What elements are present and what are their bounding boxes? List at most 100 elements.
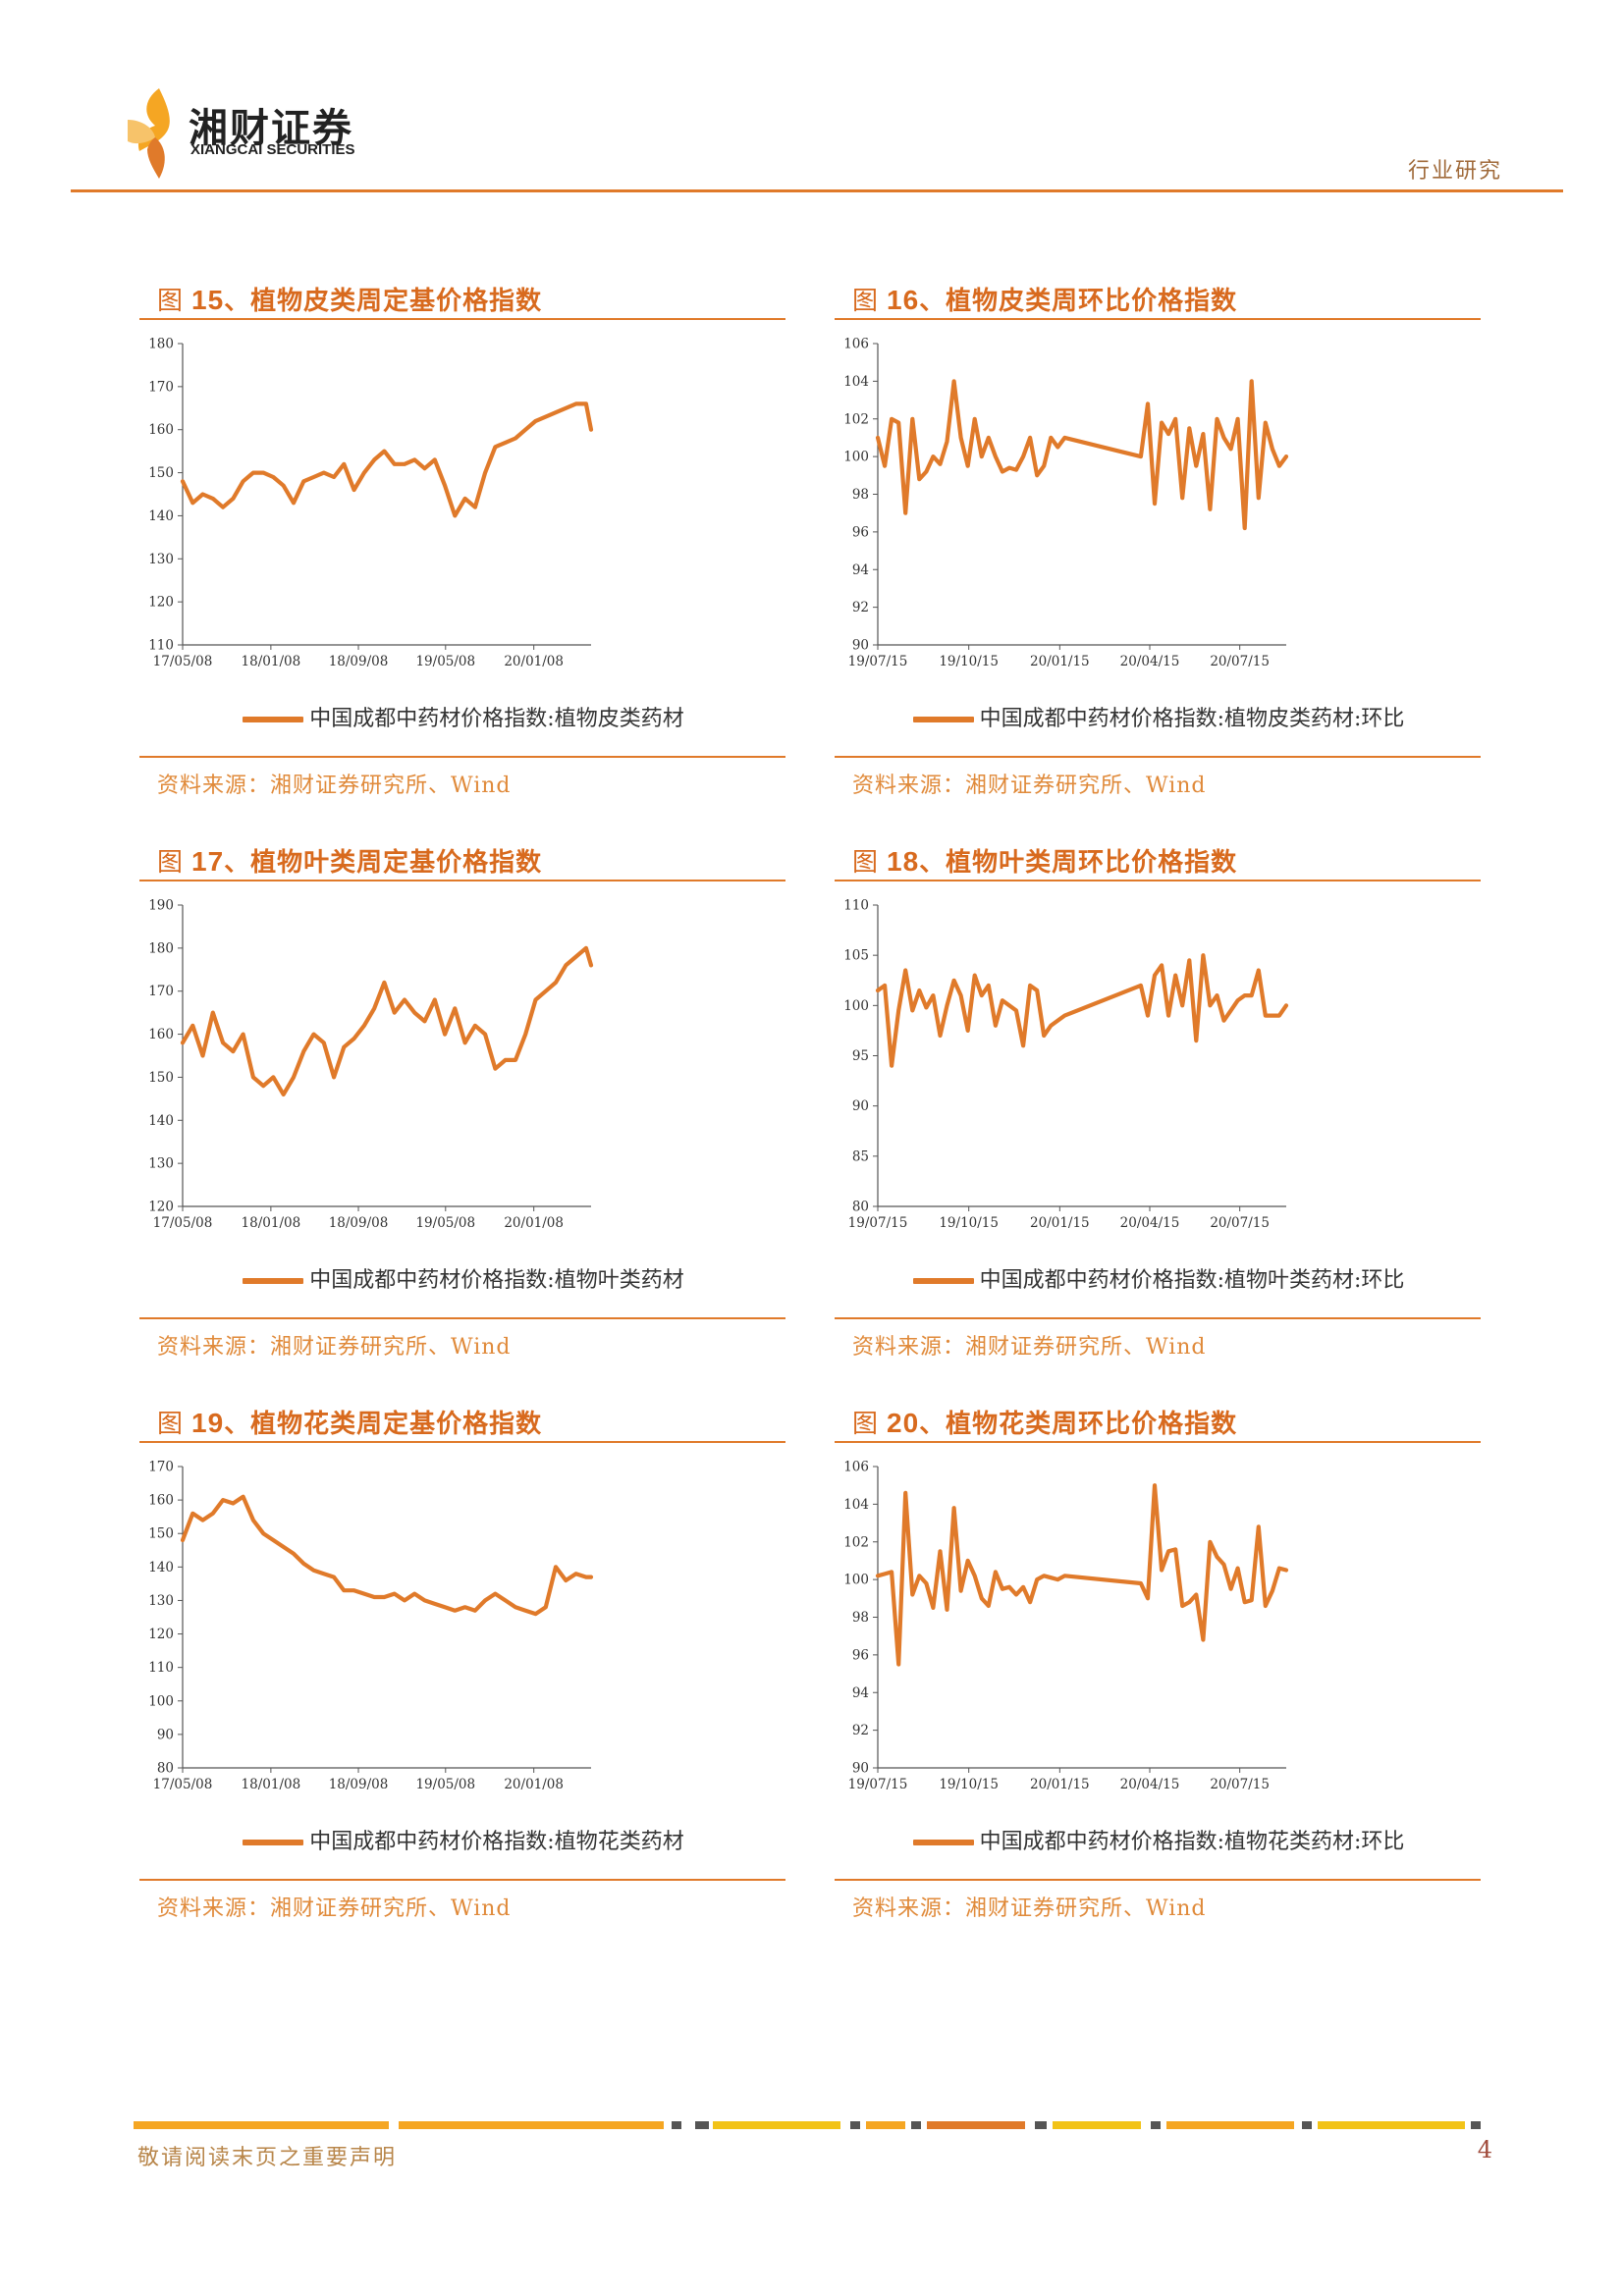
legend-line-swatch (243, 1840, 304, 1845)
y-tick-label: 100 (843, 1573, 869, 1588)
x-tick-label: 20/04/15 (1120, 1777, 1180, 1792)
footer-divider (139, 756, 785, 758)
line-chart-17: 120 130 140 150 160 170 180 190 17/05/08 18/01/08… (148, 898, 594, 1231)
y-tick-label: 170 (148, 1460, 174, 1475)
line-chart-15: 110 120 130 140 150 160 170 180 17/05/08 18/01/08… (148, 337, 594, 669)
y-tick-label: 106 (843, 1460, 869, 1475)
x-tick-label: 20/07/15 (1210, 654, 1270, 669)
footer-decorative-bar (134, 2121, 1481, 2129)
x-tick-label: 18/09/08 (329, 1777, 389, 1792)
figure-title: 图 20、植物花类周环比价格指数 (852, 1404, 1237, 1440)
figure-prefix: 图 (157, 1410, 185, 1439)
y-tick-label: 150 (148, 1070, 174, 1086)
y-tick-label: 104 (843, 1497, 869, 1513)
footer-divider (835, 1317, 1481, 1319)
y-tick-label: 160 (148, 1493, 174, 1509)
source-note: 资料来源：湘财证券研究所、Wind (852, 1335, 1207, 1360)
y-tick-label: 98 (852, 1610, 869, 1626)
y-tick-label: 92 (852, 1723, 869, 1738)
x-tick-label: 20/01/15 (1030, 654, 1090, 669)
line-chart-20: 90 92 94 96 98 100 102 104 106 19/07/15 19/10/15 20… (843, 1460, 1289, 1792)
x-tick-label: 19/10/15 (939, 654, 999, 669)
chart-legend: 中国成都中药材价格指数:植物皮类药材:环比 (835, 701, 1483, 732)
y-tick-label: 170 (148, 984, 174, 999)
y-tick-label: 94 (852, 562, 869, 578)
y-tick-label: 90 (852, 1761, 869, 1777)
x-tick-label: 20/01/08 (504, 654, 564, 669)
y-tick-label: 150 (148, 1526, 174, 1542)
source-note: 资料来源：湘财证券研究所、Wind (852, 774, 1207, 798)
logo-chinese-name: 湘财证券 (189, 106, 353, 151)
figure-title: 图 17、植物叶类周定基价格指数 (157, 842, 542, 879)
figure-19: 图 19、植物花类周定基价格指数 80 90 100 110 120 130 140 150 16… (139, 1400, 787, 1921)
figure-16: 图 16、植物皮类周环比价格指数 90 92 94 96 98 100 102 104 106 19… (835, 277, 1483, 798)
figure-title-text: 、植物花类周环比价格指数 (919, 1410, 1238, 1439)
x-tick-label: 19/07/15 (848, 654, 908, 669)
title-divider (835, 1441, 1481, 1443)
header-divider (71, 189, 1563, 192)
disclaimer-note: 敬请阅读末页之重要声明 (137, 2146, 398, 2170)
x-tick-label: 20/07/15 (1210, 1215, 1270, 1231)
y-tick-label: 100 (148, 1693, 174, 1709)
y-tick-label: 140 (148, 1560, 174, 1575)
x-tick-label: 19/07/15 (848, 1215, 908, 1231)
line-chart-19: 80 90 100 110 120 130 140 150 160 170 17/05/08 18/0… (148, 1460, 594, 1792)
y-tick-label: 90 (852, 638, 869, 654)
figure-number: 18 (887, 846, 920, 877)
y-tick-label: 80 (852, 1200, 869, 1215)
figure-number: 17 (191, 846, 225, 877)
figure-title-text: 、植物叶类周环比价格指数 (919, 848, 1238, 878)
series-line (180, 401, 594, 518)
y-tick-label: 110 (148, 638, 174, 654)
y-tick-label: 130 (148, 1156, 174, 1172)
y-tick-label: 85 (852, 1148, 869, 1164)
logo-mark-icon (128, 88, 170, 179)
y-tick-label: 102 (843, 1534, 869, 1550)
figure-title-text: 、植物皮类周定基价格指数 (224, 287, 543, 316)
y-tick-label: 98 (852, 487, 869, 503)
source-note: 资料来源：湘财证券研究所、Wind (157, 1896, 512, 1921)
y-tick-label: 170 (148, 379, 174, 395)
page-number: 4 (1477, 2136, 1492, 2163)
title-divider (139, 1441, 785, 1443)
x-tick-label: 19/10/15 (939, 1215, 999, 1231)
figure-20: 图 20、植物花类周环比价格指数 90 92 94 96 98 100 102 104 106 19… (835, 1400, 1483, 1921)
footer-divider (139, 1317, 785, 1319)
x-tick-label: 18/01/08 (242, 654, 301, 669)
x-tick-label: 18/01/08 (242, 1215, 301, 1231)
x-tick-label: 20/07/15 (1210, 1777, 1270, 1792)
figure-title: 图 16、植物皮类周环比价格指数 (852, 281, 1237, 317)
series-line (875, 1483, 1289, 1667)
footer-divider (835, 1879, 1481, 1881)
company-logo: 湘财证券 XIANGCAI SECURITIES (126, 86, 361, 185)
y-tick-label: 130 (148, 552, 174, 567)
x-tick-label: 17/05/08 (153, 654, 213, 669)
title-divider (139, 318, 785, 320)
figure-number: 15 (191, 285, 225, 315)
figure-number: 20 (887, 1408, 920, 1438)
chart-legend: 中国成都中药材价格指数:植物花类药材 (139, 1824, 787, 1855)
x-tick-label: 20/01/15 (1030, 1777, 1090, 1792)
y-tick-label: 95 (852, 1048, 869, 1064)
y-tick-label: 180 (148, 337, 174, 352)
figure-title: 图 15、植物皮类周定基价格指数 (157, 281, 542, 317)
y-tick-label: 90 (157, 1727, 174, 1742)
x-tick-label: 20/04/15 (1120, 654, 1180, 669)
y-tick-label: 100 (843, 998, 869, 1014)
chart-legend: 中国成都中药材价格指数:植物叶类药材:环比 (835, 1262, 1483, 1294)
x-tick-label: 19/05/08 (415, 1215, 475, 1231)
y-tick-label: 140 (148, 508, 174, 524)
y-tick-label: 94 (852, 1685, 869, 1701)
y-tick-label: 120 (148, 1200, 174, 1215)
x-tick-label: 20/04/15 (1120, 1215, 1180, 1231)
y-tick-label: 160 (148, 1027, 174, 1042)
x-tick-label: 17/05/08 (153, 1777, 213, 1792)
y-tick-label: 105 (843, 948, 869, 964)
x-tick-label: 18/09/08 (329, 654, 389, 669)
figure-title-text: 、植物花类周定基价格指数 (224, 1410, 543, 1439)
y-tick-label: 120 (148, 595, 174, 611)
series-line (875, 953, 1289, 1068)
y-tick-label: 106 (843, 337, 869, 352)
series-line (180, 945, 594, 1097)
y-tick-label: 100 (843, 450, 869, 465)
